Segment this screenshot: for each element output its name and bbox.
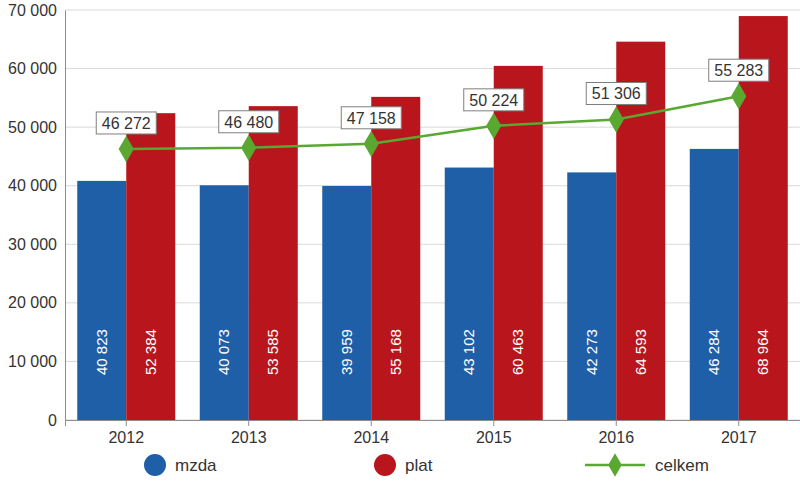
y-tick-label: 0 (48, 412, 57, 429)
line-marker (731, 83, 746, 109)
bar (249, 106, 298, 420)
legend-label: plat (405, 456, 433, 475)
bar (494, 66, 543, 420)
bar (126, 113, 175, 420)
line-label: 51 306 (592, 85, 641, 102)
legend-label: mzda (175, 456, 217, 475)
y-tick: 20 000 (8, 294, 65, 311)
y-tick: 10 000 (8, 353, 65, 370)
bar-label: 40 073 (215, 329, 232, 375)
chart: 0 10 000 20 000 30 000 40 000 50 000 60 000 70 … (0, 0, 800, 485)
line-marker (241, 135, 256, 161)
grid-line (65, 68, 800, 69)
x-tick: 2015 (476, 420, 512, 446)
line-marker (486, 113, 501, 139)
x-tick-mark (126, 420, 127, 426)
x-tick: 2014 (353, 420, 389, 446)
line-label-box (709, 59, 769, 81)
line-label-box (219, 111, 279, 133)
legend-key (144, 454, 166, 476)
y-tick-label: 10 000 (8, 353, 57, 370)
bar-label: 68 964 (754, 329, 771, 375)
bar-label: 52 384 (142, 329, 159, 375)
x-tick-mark (248, 420, 249, 426)
bar-label: 43 102 (460, 329, 477, 375)
grid (65, 10, 800, 420)
bar-label: 46 284 (705, 329, 722, 375)
y-tick-label: 60 000 (8, 60, 57, 77)
x-tick: 2013 (231, 420, 267, 446)
bar-label: 42 273 (583, 329, 600, 375)
bar-label: 39 959 (338, 329, 355, 375)
y-axis-line (65, 11, 66, 421)
y-tick-label: 50 000 (8, 119, 57, 136)
bar (567, 172, 616, 420)
bar (690, 149, 739, 420)
y-axis: 0 10 000 20 000 30 000 40 000 50 000 60 000 70 … (8, 2, 65, 429)
legend-key (374, 454, 396, 476)
x-tick-label: 2013 (231, 429, 267, 446)
x-tick-mark (371, 420, 372, 426)
y-tick: 0 (48, 412, 65, 429)
bar (445, 168, 494, 420)
bar (77, 181, 126, 420)
line (126, 96, 739, 149)
bar-series (126, 16, 788, 420)
x-tick-mark (616, 420, 617, 426)
bar-label: 40 823 (93, 329, 110, 375)
line-label: 46 272 (102, 115, 151, 132)
line-label-box (586, 82, 646, 104)
x-tick: 2017 (721, 420, 757, 446)
line-label: 46 480 (224, 114, 273, 131)
line-label-box (464, 89, 524, 111)
legend-item: mzda (144, 454, 217, 476)
y-tick-label: 20 000 (8, 294, 57, 311)
line-marker (609, 106, 624, 132)
y-tick: 60 000 (8, 60, 65, 77)
legend-key-marker (608, 453, 622, 477)
legend-label: celkem (655, 456, 709, 475)
y-tick: 40 000 (8, 177, 65, 194)
bar-label: 60 463 (509, 329, 526, 375)
x-tick-label: 2014 (353, 429, 389, 446)
x-tick-label: 2016 (598, 429, 634, 446)
bar (322, 186, 371, 420)
x-tick: 2016 (598, 420, 634, 446)
legend: mzda plat celkem (144, 453, 709, 477)
y-tick: 50 000 (8, 119, 65, 136)
y-tick-label: 40 000 (8, 177, 57, 194)
y-tick-label: 70 000 (8, 2, 57, 19)
line-label-box (96, 112, 156, 134)
y-tick: 30 000 (8, 236, 65, 253)
x-tick-mark (738, 420, 739, 426)
line-marker (364, 131, 379, 157)
legend-item: celkem (585, 453, 709, 477)
plot-area (77, 16, 788, 420)
bar (371, 97, 420, 420)
legend-item: plat (374, 454, 433, 476)
x-axis: 2012 2013 2014 2015 2016 2017 (66, 420, 800, 446)
y-tick: 70 000 (8, 2, 65, 19)
x-tick-label: 2015 (476, 429, 512, 446)
x-axis-line (66, 421, 800, 427)
y-tick-label: 30 000 (8, 236, 57, 253)
bar-label: 55 168 (387, 329, 404, 375)
bar-label: 64 593 (632, 329, 649, 375)
bar-label: 53 585 (264, 329, 281, 375)
line-label-box (341, 107, 401, 129)
line-label: 55 283 (714, 62, 763, 79)
x-tick-label: 2012 (108, 429, 144, 446)
line-marker (119, 136, 134, 162)
x-tick: 2012 (108, 420, 144, 446)
x-tick-label: 2017 (721, 429, 757, 446)
line-label: 47 158 (347, 110, 396, 127)
line-label: 50 224 (469, 92, 518, 109)
bar (200, 185, 249, 420)
data-labels: 40 823 40 073 39 959 43 102 42 273 46 284 52 3… (93, 59, 772, 375)
grid-line (65, 10, 800, 11)
x-tick-mark (493, 420, 494, 426)
